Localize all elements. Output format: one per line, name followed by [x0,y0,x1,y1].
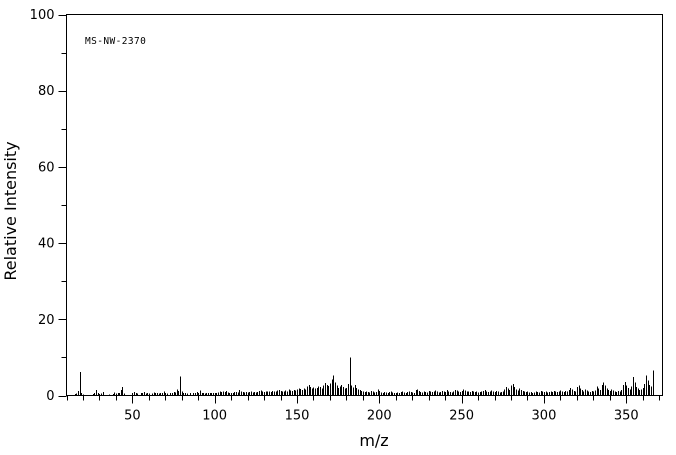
x-tick-label: 200 [367,409,392,424]
x-tick-label: 300 [532,409,557,424]
y-tick-label: 60 [38,160,55,175]
y-tick-label: 20 [38,313,55,328]
y-tick-label: 40 [38,237,55,252]
y-axis-ticks [58,15,67,397]
spectrum-peaks [75,357,654,396]
x-axis-tick-labels: 50 100 150 200 250 300 350 [124,409,639,424]
y-axis-title: Relative Intensity [1,141,20,280]
y-axis-tick-labels: 0 20 40 60 80 100 [30,8,55,404]
y-tick-label: 80 [38,84,55,99]
y-tick-label: 100 [30,8,55,23]
x-tick-label: 350 [614,409,639,424]
y-tick-label: 0 [46,389,54,404]
plot-frame [66,14,663,396]
x-axis-title: m/z [359,431,388,450]
x-tick-label: 100 [202,409,227,424]
spectrum-id-label: MS-NW-2370 [85,36,146,47]
x-tick-label: 150 [285,409,310,424]
x-tick-label: 250 [449,409,474,424]
x-axis-ticks [67,395,660,404]
x-tick-label: 50 [124,409,141,424]
